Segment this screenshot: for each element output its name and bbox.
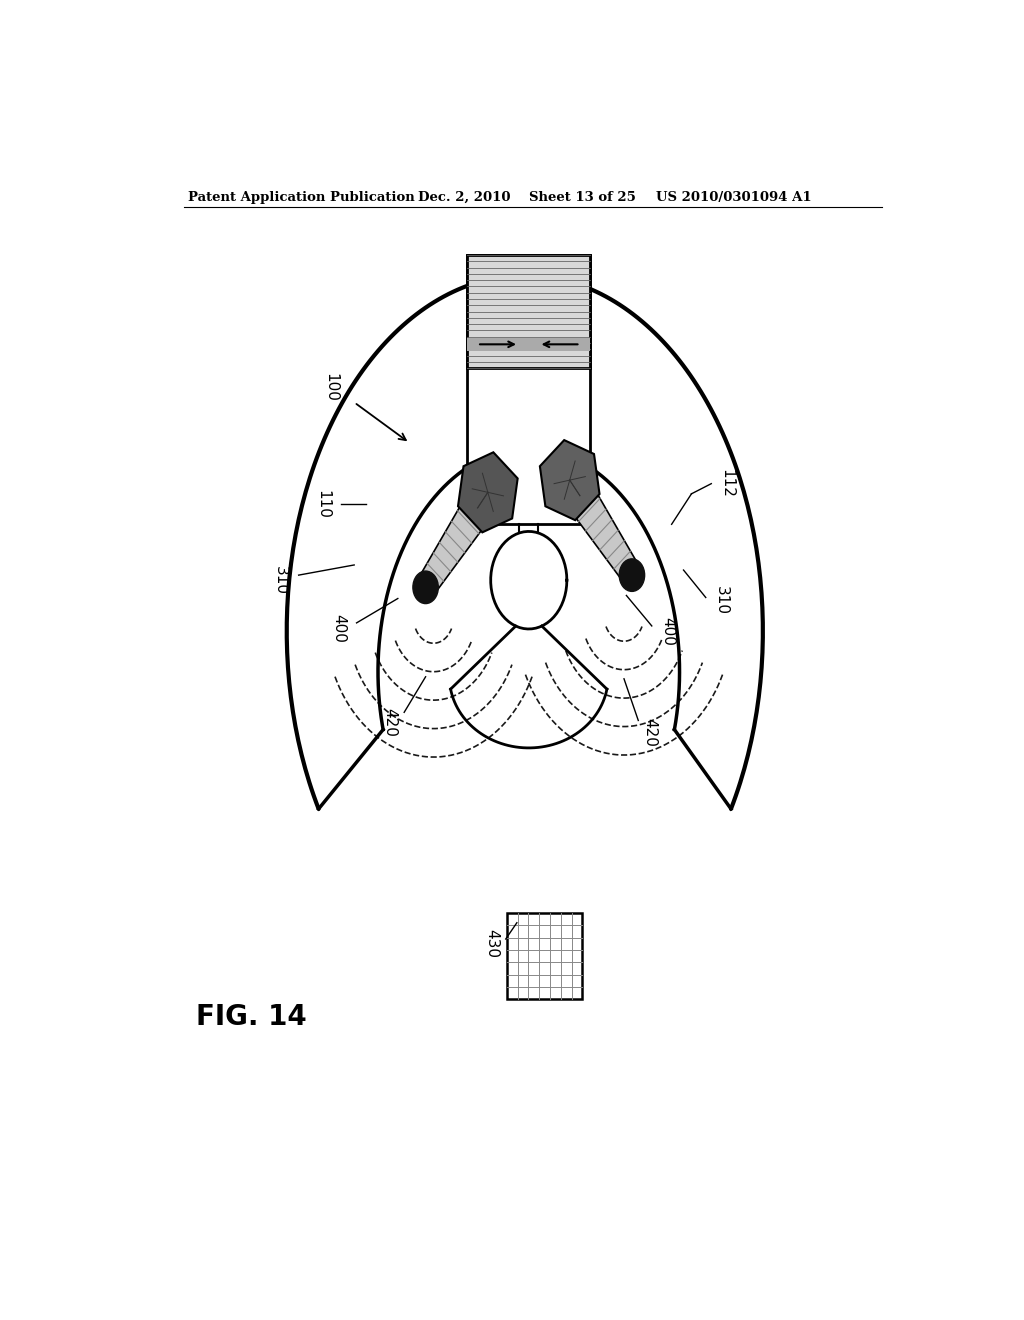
FancyBboxPatch shape: [467, 255, 590, 524]
Polygon shape: [575, 494, 640, 583]
Text: Sheet 13 of 25: Sheet 13 of 25: [528, 190, 636, 203]
Polygon shape: [540, 440, 599, 520]
Circle shape: [620, 558, 645, 591]
Polygon shape: [418, 506, 482, 595]
Text: Dec. 2, 2010: Dec. 2, 2010: [418, 190, 510, 203]
Text: 310: 310: [714, 586, 729, 615]
Text: 430: 430: [484, 928, 499, 957]
Text: Patent Application Publication: Patent Application Publication: [187, 190, 415, 203]
Text: US 2010/0301094 A1: US 2010/0301094 A1: [655, 190, 811, 203]
FancyBboxPatch shape: [467, 338, 590, 351]
Text: 110: 110: [315, 490, 330, 519]
Circle shape: [413, 572, 438, 603]
FancyBboxPatch shape: [467, 255, 590, 368]
Text: 112: 112: [720, 469, 734, 498]
Text: FIG. 14: FIG. 14: [196, 1003, 306, 1031]
Text: 100: 100: [323, 372, 338, 401]
FancyBboxPatch shape: [507, 913, 583, 999]
Text: 400: 400: [660, 616, 675, 645]
Polygon shape: [458, 453, 518, 532]
Text: 420: 420: [643, 718, 657, 747]
Text: 310: 310: [272, 566, 288, 595]
Text: 400: 400: [331, 614, 346, 643]
Text: 420: 420: [382, 708, 397, 737]
